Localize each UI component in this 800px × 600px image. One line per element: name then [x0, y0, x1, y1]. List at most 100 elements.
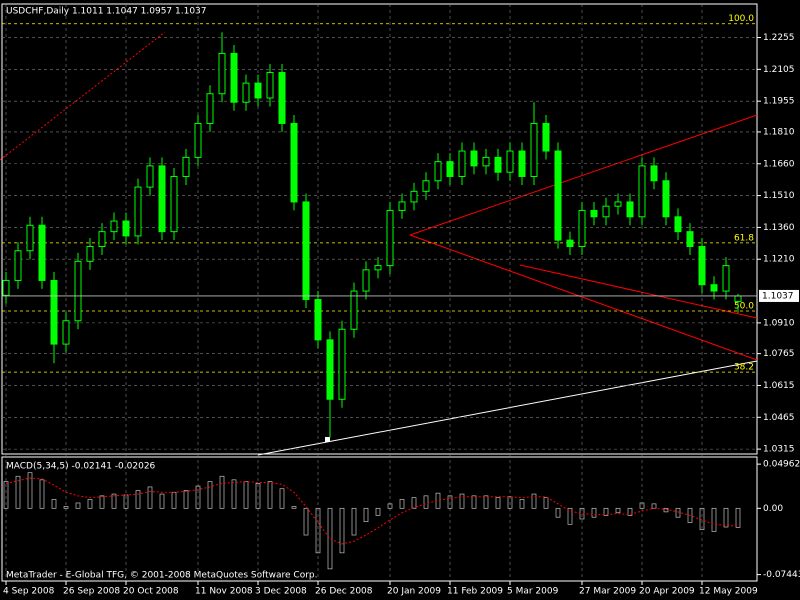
candle-body [98, 231, 106, 248]
macd-title: MACD(5,34,5) -0.02141 -0.02026 [6, 462, 156, 472]
y-tick-label: 0.04962 [763, 460, 800, 470]
macd-bar [15, 475, 21, 509]
y-tick-label: 1.1660 [763, 159, 795, 169]
macd-bar [423, 495, 429, 509]
trend-line [257, 360, 758, 456]
candle-body [38, 224, 46, 281]
macd-bar [675, 507, 681, 518]
macd-bar [387, 503, 393, 509]
candle-body [686, 231, 694, 248]
candle-body [242, 82, 250, 103]
candle-body [722, 265, 730, 292]
macd-bar [363, 507, 369, 523]
candle-body [434, 161, 442, 182]
macd-bar [207, 481, 213, 509]
macd-bar [495, 497, 501, 509]
candle-body [578, 209, 586, 248]
macd-frame [1, 456, 758, 582]
fib-label: 100.0 [728, 14, 754, 24]
x-tick-label: 11 Nov 2008 [195, 587, 253, 597]
candle-body [74, 260, 82, 322]
x-tick-label: 20 Oct 2008 [123, 587, 179, 597]
drawn-objects [0, 23, 758, 456]
trend-line [0, 31, 166, 161]
candle-body [62, 320, 70, 345]
macd-bar [87, 499, 93, 509]
candle-body [182, 156, 190, 177]
macd-bar [279, 488, 285, 509]
macd-bar [723, 507, 729, 528]
macd-bar [711, 507, 717, 532]
candle-body [386, 209, 394, 267]
candle-body [170, 175, 178, 233]
trend-line [409, 234, 758, 361]
candle-body [134, 186, 142, 237]
x-tick-label: 11 Feb 2009 [447, 587, 503, 597]
macd-bar [339, 507, 345, 554]
y-tick-label: 1.0765 [763, 349, 795, 359]
candle-body [494, 156, 502, 173]
x-tick-label: 12 May 2009 [699, 587, 758, 597]
candle-body [530, 122, 538, 177]
macd-bar [699, 507, 705, 531]
y-tick-label: 1.1510 [763, 191, 795, 201]
y-tick-label: 1.1210 [763, 255, 795, 265]
macd-bar [39, 479, 45, 509]
candle-body [590, 209, 598, 218]
macd-bar [507, 496, 513, 509]
macd-bar [627, 507, 633, 516]
candle-body [290, 122, 298, 203]
candle-body [230, 52, 238, 103]
macd-bar [183, 490, 189, 509]
macd-bar [603, 507, 609, 516]
macd-bar [687, 507, 693, 523]
macd-bar [447, 495, 453, 509]
y-tick-label: 1.0615 [763, 381, 795, 391]
candle-body [194, 122, 202, 158]
macd-bar [147, 486, 153, 509]
macd-bar [219, 475, 225, 509]
macd-bar [615, 507, 621, 514]
macd-bar [231, 479, 237, 509]
macd-bar [51, 499, 57, 509]
candle-body [506, 150, 514, 173]
macd-bar [291, 506, 297, 509]
candle-body [254, 82, 262, 99]
candle-body [338, 328, 346, 400]
copyright: MetaTrader - E-Global TFG, © 2001-2008 M… [6, 571, 318, 581]
candle-body [26, 224, 34, 252]
macd-bar [519, 499, 525, 509]
macd-bar [135, 490, 141, 509]
x-tick-label: 20 Jan 2009 [387, 587, 441, 597]
macd-bar [459, 493, 465, 509]
macd-bar [411, 497, 417, 509]
candle-body [398, 201, 406, 211]
candle-body [554, 150, 562, 241]
x-tick-label: 4 Sep 2008 [3, 587, 55, 597]
trend-line [519, 264, 758, 319]
candle-body [566, 239, 574, 248]
price-frame [1, 3, 758, 455]
candle-body [218, 52, 226, 95]
macd-bar [171, 491, 177, 509]
y-tick-label: 0.00 [763, 504, 783, 514]
candle-body [422, 180, 430, 192]
macd-bar [75, 502, 81, 509]
candle-body [518, 150, 526, 177]
candle-body [146, 165, 154, 188]
trend-line [409, 114, 758, 236]
y-tick-label: 1.2105 [763, 65, 795, 75]
signal-line [5, 477, 739, 545]
candle-body [266, 72, 274, 99]
macd-bar [351, 507, 357, 536]
macd-bar [591, 507, 597, 518]
candle-body [374, 265, 382, 271]
macd-bar [735, 507, 741, 528]
macd-bar [243, 481, 249, 509]
fib-label: 38.2 [734, 363, 754, 373]
candle-body [638, 165, 646, 218]
candle-body [362, 269, 370, 292]
candle-body [14, 250, 22, 281]
candle-body [86, 246, 94, 262]
candle-body [50, 279, 58, 345]
